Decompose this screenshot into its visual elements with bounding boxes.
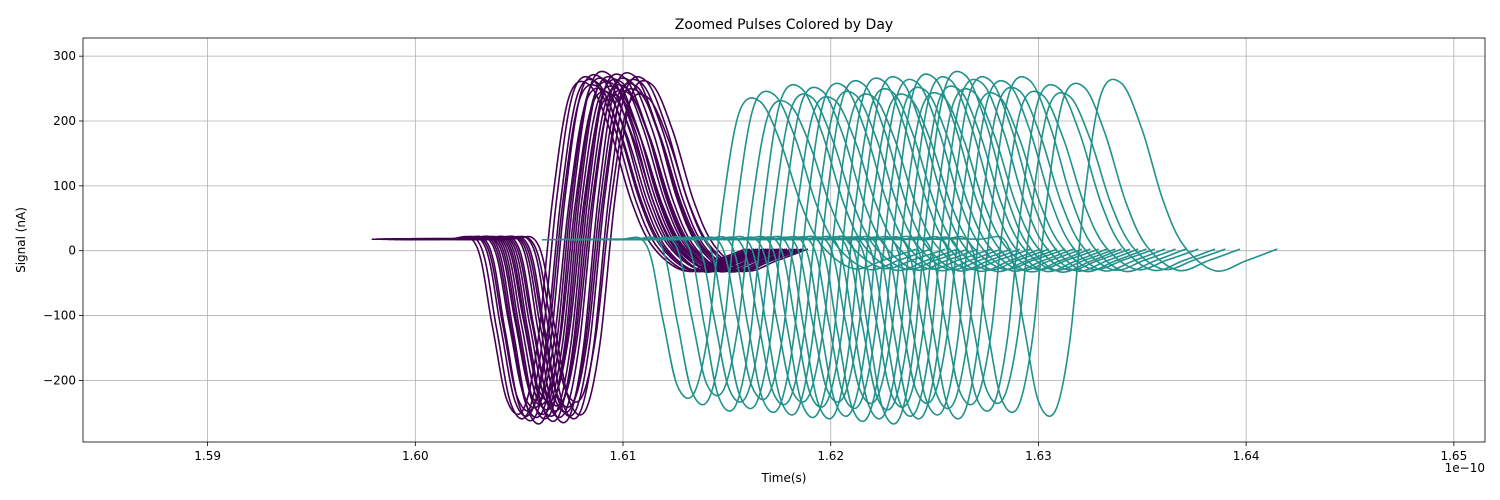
pulse-line bbox=[382, 83, 757, 412]
y-tick-label: 0 bbox=[68, 244, 76, 258]
pulse-line bbox=[400, 85, 775, 411]
y-axis-ticks: −200 −100 0 100 200 300 bbox=[43, 49, 83, 387]
x-tick-label: 1.61 bbox=[610, 449, 637, 463]
pulse-line bbox=[691, 93, 1066, 403]
pulse-line bbox=[375, 75, 751, 420]
pulse-line bbox=[637, 90, 1012, 406]
pulse-line bbox=[747, 70, 1122, 425]
y-tick-label: 300 bbox=[53, 49, 76, 63]
pulse-line bbox=[571, 99, 946, 397]
pulse-line bbox=[583, 83, 958, 412]
pulse-line bbox=[741, 85, 1116, 411]
pulse-line bbox=[824, 90, 1199, 406]
pulse-line bbox=[666, 77, 1041, 419]
grid bbox=[83, 38, 1485, 442]
pulse-line bbox=[407, 73, 782, 423]
pulse-line bbox=[656, 93, 1031, 403]
y-tick-label: 100 bbox=[53, 179, 76, 193]
pulse-line bbox=[380, 78, 755, 417]
pulse-line bbox=[388, 87, 763, 409]
series-day2 bbox=[542, 70, 1278, 425]
pulse-line bbox=[429, 93, 804, 403]
y-tick-label: −100 bbox=[43, 309, 76, 323]
pulse-line bbox=[419, 82, 794, 414]
x-axis-ticks: 1.59 1.60 1.61 1.62 1.63 1.64 1.65 bbox=[194, 442, 1467, 463]
pulse-line bbox=[421, 87, 796, 408]
x-tick-label: 1.60 bbox=[402, 449, 429, 463]
pulse-line bbox=[396, 80, 771, 416]
pulse-line bbox=[423, 78, 798, 417]
x-tick-label: 1.62 bbox=[817, 449, 844, 463]
x-tick-label: 1.65 bbox=[1440, 449, 1467, 463]
x-tick-label: 1.64 bbox=[1233, 449, 1260, 463]
pulse-line bbox=[398, 75, 773, 420]
pulse-line bbox=[417, 71, 792, 424]
plot-frame bbox=[82, 37, 1486, 443]
pulse-line bbox=[556, 90, 931, 406]
pulse-line bbox=[780, 91, 1156, 405]
pulse-line bbox=[764, 78, 1139, 417]
pulse-line bbox=[593, 93, 969, 403]
chart-title: Zoomed Pulses Colored by Day bbox=[675, 17, 893, 33]
pulse-line bbox=[801, 86, 1176, 410]
pulse-line bbox=[384, 73, 759, 422]
pulse-line bbox=[409, 83, 784, 412]
pulse-line bbox=[841, 83, 1216, 412]
pulse-line bbox=[724, 91, 1099, 405]
pulse-line bbox=[627, 82, 1002, 414]
pulse-line bbox=[434, 79, 809, 416]
y-axis-label: Signal (nA) bbox=[14, 207, 28, 273]
pulse-line bbox=[755, 87, 1131, 408]
pulse-line bbox=[674, 87, 1050, 408]
x-tick-label: 1.63 bbox=[1025, 449, 1052, 463]
pulse-line bbox=[413, 77, 788, 419]
x-tick-label: 1.59 bbox=[194, 449, 221, 463]
x-axis-offset-label: 1e−10 bbox=[1445, 461, 1485, 475]
pulse-line bbox=[812, 75, 1187, 420]
pulse-line bbox=[411, 89, 786, 407]
y-tick-label: 200 bbox=[53, 114, 76, 128]
x-axis-label: Time(s) bbox=[761, 471, 807, 485]
pulse-line bbox=[683, 75, 1058, 420]
pulse-line bbox=[903, 78, 1278, 417]
pulse-line bbox=[427, 75, 802, 420]
pulse-line bbox=[390, 77, 765, 419]
y-tick-label: −200 bbox=[43, 373, 76, 387]
pulse-line bbox=[772, 75, 1147, 420]
pulse-line bbox=[708, 86, 1083, 410]
pulse-line bbox=[371, 80, 746, 416]
pulse-line bbox=[616, 95, 991, 401]
pulse-line bbox=[733, 75, 1108, 420]
pulse-line bbox=[394, 90, 769, 406]
series-day1 bbox=[371, 70, 809, 425]
pulse-line bbox=[851, 91, 1226, 405]
pulse-line bbox=[716, 73, 1091, 423]
series-layer bbox=[371, 70, 1278, 425]
pulse-line bbox=[866, 82, 1241, 414]
